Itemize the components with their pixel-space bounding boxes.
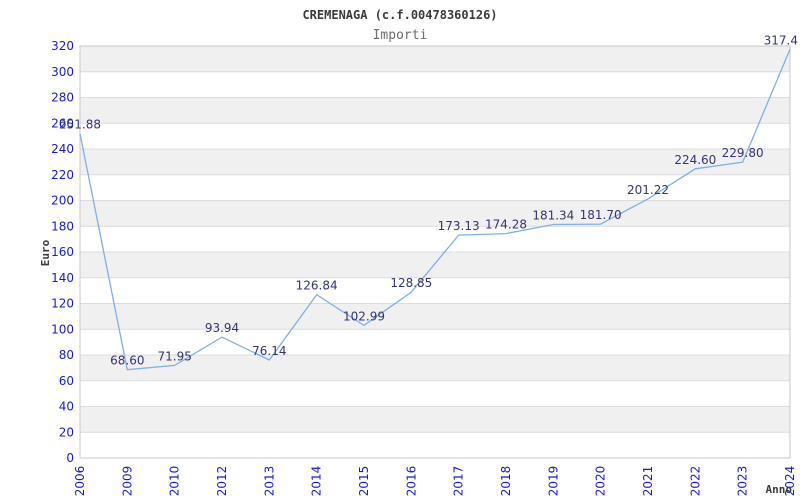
data-label: 173.13 xyxy=(438,219,480,233)
data-label: 102.99 xyxy=(343,309,385,323)
data-label: 128.85 xyxy=(390,276,432,290)
y-tick-label: 80 xyxy=(59,348,74,362)
y-tick-label: 160 xyxy=(51,245,74,259)
chart-subtitle: Importi xyxy=(373,28,428,43)
data-label: 251.88 xyxy=(59,118,101,132)
y-tick-label: 60 xyxy=(59,374,74,388)
y-tick-label: 20 xyxy=(59,425,74,439)
y-tick-label: 260 xyxy=(51,116,74,130)
data-label: 201.22 xyxy=(627,183,669,197)
plot-border xyxy=(79,45,791,459)
x-tick-label: 2020 xyxy=(594,466,608,497)
x-tick-label: 2022 xyxy=(688,466,702,497)
y-tick-label: 40 xyxy=(59,400,74,414)
x-tick-label: 2021 xyxy=(641,466,655,497)
y-tick-label: 0 xyxy=(66,451,74,465)
x-tick-label: 2015 xyxy=(357,466,371,497)
data-label: 93.94 xyxy=(205,321,239,335)
data-label: 317.4 xyxy=(764,33,798,47)
x-axis-tick-labels: 2006 2009 2010 2012 2013 2014 2015 2016 2017 2018… xyxy=(73,466,797,497)
data-label: 181.34 xyxy=(532,209,574,223)
x-tick-label: 2017 xyxy=(452,466,466,497)
x-tick-label: 2023 xyxy=(736,466,750,497)
x-tick-label: 2006 xyxy=(73,466,87,497)
grid-band xyxy=(80,97,790,124)
x-axis-title: Anno xyxy=(766,483,793,496)
y-tick-label: 320 xyxy=(51,39,74,53)
data-labels: 251.88 68.60 71.95 93.94 76.14 126.84 102.99 12… xyxy=(59,33,798,367)
data-label: 181.70 xyxy=(580,208,622,222)
y-tick-label: 300 xyxy=(51,65,74,79)
series-line xyxy=(79,49,791,371)
y-tick-label: 140 xyxy=(51,271,74,285)
grid-band xyxy=(80,252,790,278)
x-tick-label: 2013 xyxy=(262,466,276,497)
x-tick-label: 2018 xyxy=(499,466,513,497)
x-tick-label: 2010 xyxy=(168,466,182,497)
grid-band xyxy=(80,149,790,175)
y-axis-tick-labels: 0 20 40 60 80 100 120 140 160 180 200 220 240 260 280 3… xyxy=(51,39,74,465)
y-tick-label: 120 xyxy=(51,297,74,311)
data-label: 174.28 xyxy=(485,218,527,232)
data-label: 229.80 xyxy=(722,146,764,160)
data-label: 126.84 xyxy=(296,279,338,293)
data-label: 224.60 xyxy=(674,153,716,167)
data-label: 68.60 xyxy=(110,354,144,368)
x-tick-label: 2014 xyxy=(310,466,324,497)
y-tick-label: 280 xyxy=(51,91,74,105)
grid-band xyxy=(80,406,790,433)
data-label: 76.14 xyxy=(252,344,286,358)
chart-title: CREMENAGA (c.f.00478360126) xyxy=(302,8,497,22)
y-tick-label: 180 xyxy=(51,219,74,233)
y-tick-label: 240 xyxy=(51,142,74,156)
x-tick-label: 2024 xyxy=(783,466,797,497)
data-label: 71.95 xyxy=(157,349,191,363)
grid-bands xyxy=(80,46,790,433)
y-axis-title: Euro xyxy=(39,239,52,266)
x-tick-label: 2019 xyxy=(546,466,560,497)
y-tick-label: 200 xyxy=(51,194,74,208)
y-tick-label: 100 xyxy=(51,322,74,336)
y-tick-label: 220 xyxy=(51,168,74,182)
x-tick-label: 2012 xyxy=(215,466,229,497)
x-tick-label: 2016 xyxy=(404,466,418,497)
grid-band xyxy=(80,200,790,227)
grid-band xyxy=(80,303,790,330)
grid-band xyxy=(80,46,790,72)
grid-band xyxy=(80,355,790,381)
x-tick-label: 2009 xyxy=(120,466,134,497)
